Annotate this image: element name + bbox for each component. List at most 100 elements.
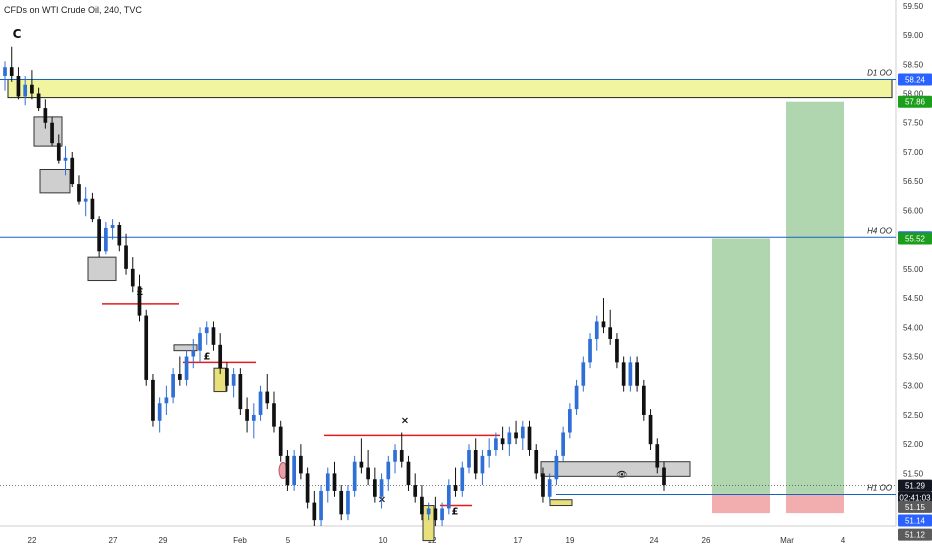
- y-tick-label: 59.50: [903, 2, 924, 11]
- order-block-box: [87, 256, 117, 282]
- candle-body: [198, 333, 202, 351]
- candle-body: [574, 385, 579, 410]
- candle-body: [23, 84, 28, 97]
- candle-body: [588, 338, 592, 363]
- candle-body: [104, 227, 108, 252]
- trade-target-zone-1: [712, 238, 770, 494]
- candle-body: [258, 391, 263, 415]
- candle-body: [520, 426, 525, 439]
- candle-body: [581, 362, 586, 386]
- candle-body: [50, 122, 54, 144]
- highlight-box: [549, 499, 573, 507]
- candle-body: [332, 473, 337, 491]
- candle-body: [305, 473, 310, 503]
- chart-annotation: ×: [401, 416, 409, 427]
- candle-body: [440, 508, 444, 521]
- candle-body: [70, 157, 75, 185]
- candle-body: [171, 374, 175, 398]
- candle-body: [635, 362, 639, 386]
- candle-body: [231, 374, 236, 386]
- candle-body: [648, 414, 653, 445]
- candle-body: [177, 374, 182, 380]
- trade-stop-zone-2: [786, 493, 844, 514]
- d1-supply-zone: [7, 78, 893, 99]
- price-tag-label: 51.29: [905, 482, 926, 491]
- candle-body: [621, 362, 626, 386]
- candle-body: [251, 414, 256, 421]
- candle-body: [372, 479, 377, 497]
- y-tick-label: 54.50: [903, 294, 924, 303]
- candle-body: [662, 467, 666, 486]
- candle-body: [137, 286, 142, 316]
- candle-body: [426, 508, 431, 515]
- candle-body: [366, 467, 370, 480]
- trade-stop-zone-1: [712, 493, 770, 514]
- candle-body: [157, 403, 162, 421]
- candle-body: [467, 450, 471, 468]
- candle-body: [238, 374, 243, 410]
- candle-body: [480, 455, 485, 474]
- price-tag-label: 57.86: [905, 98, 926, 107]
- x-tick-label: 26: [702, 536, 711, 545]
- y-tick-label: 58.50: [903, 60, 924, 69]
- candle-body: [77, 184, 81, 202]
- candle-body: [319, 490, 323, 521]
- order-block-box: [173, 344, 198, 352]
- x-tick-label: 29: [159, 536, 168, 545]
- y-tick-label: 52.50: [903, 411, 924, 420]
- eye-icon: 👁: [616, 470, 627, 480]
- order-block-box: [39, 168, 71, 194]
- candle-body: [393, 450, 397, 462]
- y-tick-label: 53.00: [903, 382, 924, 391]
- y-tick-label: 59.00: [903, 31, 924, 40]
- candle-body: [346, 490, 350, 515]
- candle-body: [30, 84, 34, 94]
- candle-body: [399, 450, 404, 462]
- price-tag-label: 55.52: [905, 234, 926, 243]
- candle-body: [514, 432, 518, 439]
- candle-body: [110, 225, 115, 228]
- candle-body: [124, 245, 128, 269]
- candle-body: [487, 450, 492, 456]
- candle-body: [130, 268, 135, 287]
- price-tag-label: 58.24: [905, 75, 926, 84]
- y-tick-label: 51.50: [903, 469, 924, 478]
- candle-body: [3, 67, 7, 76]
- candle-body: [83, 198, 88, 202]
- logo-icon: C: [13, 27, 22, 41]
- candle-body: [615, 338, 619, 363]
- x-tick-label: 19: [566, 536, 575, 545]
- candle-body: [527, 426, 532, 451]
- candle-body: [211, 327, 216, 345]
- candle-body: [16, 75, 21, 97]
- price-tag: [898, 491, 932, 504]
- price-tag-label: 51.12: [905, 531, 926, 540]
- candle-body: [43, 108, 48, 123]
- y-tick-label: 52.00: [903, 440, 924, 449]
- y-tick-label: 58.00: [903, 90, 924, 99]
- y-tick-label: 56.50: [903, 177, 924, 186]
- candle-body: [151, 379, 155, 421]
- x-tick-label: 5: [286, 536, 291, 545]
- candle-body: [292, 455, 297, 486]
- y-tick-label: 54.00: [903, 323, 924, 332]
- candle-body: [406, 461, 411, 486]
- chart-annotation: £: [452, 506, 459, 517]
- y-tick-label: 53.50: [903, 353, 924, 362]
- candle-body: [473, 450, 478, 474]
- candle-body: [547, 479, 552, 497]
- candle-body: [453, 485, 458, 491]
- level-label: D1 OO: [867, 68, 892, 77]
- candle-body: [420, 496, 424, 515]
- price-tag-label: 02:41:03: [899, 494, 931, 503]
- candle-body: [413, 485, 418, 497]
- candle-body: [339, 490, 344, 515]
- candle-body: [191, 350, 196, 357]
- order-block-box: [33, 116, 63, 147]
- candle-body: [379, 479, 384, 497]
- candle-body: [164, 397, 169, 404]
- candle-body: [507, 432, 512, 445]
- y-tick-label: 55.00: [903, 265, 924, 274]
